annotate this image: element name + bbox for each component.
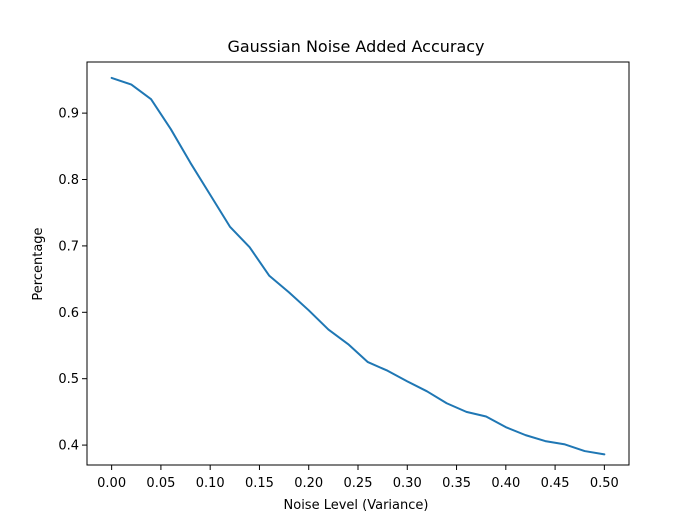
data-points xyxy=(112,78,605,454)
x-tick-label: 0.35 xyxy=(442,476,471,491)
x-tick-label: 0.40 xyxy=(491,476,520,491)
y-tick-label: 0.4 xyxy=(58,439,79,454)
y-axis: 0.4 0.5 0.6 0.7 0.8 0.9 xyxy=(58,107,87,454)
x-tick-label: 0.20 xyxy=(294,476,323,491)
x-tick-label: 0.00 xyxy=(97,476,126,491)
chart-title: Gaussian Noise Added Accuracy xyxy=(227,37,484,56)
x-tick-label: 0.45 xyxy=(541,476,570,491)
x-tick-label: 0.30 xyxy=(393,476,422,491)
x-tick-label: 0.50 xyxy=(590,476,619,491)
x-tick-label: 0.15 xyxy=(245,476,274,491)
x-tick-label: 0.10 xyxy=(196,476,225,491)
x-axis-label: Noise Level (Variance) xyxy=(284,498,429,513)
y-tick-label: 0.6 xyxy=(58,306,79,321)
y-tick-label: 0.5 xyxy=(58,372,79,387)
y-tick-label: 0.8 xyxy=(58,173,79,188)
x-tick-label: 0.25 xyxy=(344,476,373,491)
y-tick-label: 0.7 xyxy=(58,239,79,254)
x-axis: 0.00 0.05 0.10 0.15 0.20 0.25 0.30 0.35 0.40 0.45… xyxy=(97,465,619,491)
plot-frame xyxy=(86,61,630,466)
y-tick-label: 0.9 xyxy=(58,107,79,122)
x-tick-label: 0.05 xyxy=(146,476,175,491)
y-axis-label: Percentage xyxy=(31,227,46,300)
series-line xyxy=(110,76,606,456)
